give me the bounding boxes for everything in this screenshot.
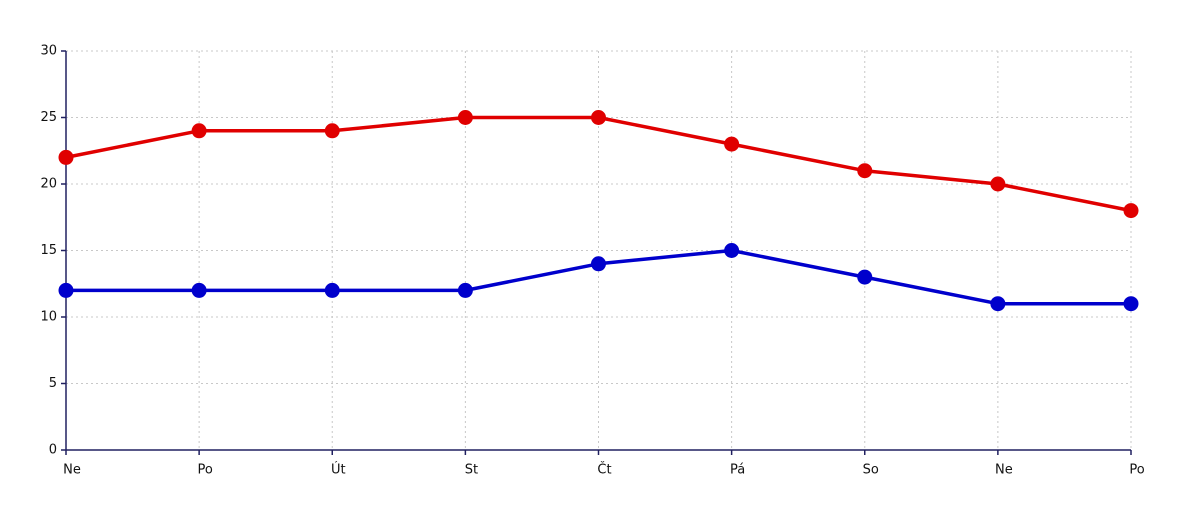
- point: [990, 296, 1006, 312]
- point: [1123, 203, 1139, 219]
- y-tick-label: 25: [40, 110, 57, 125]
- y-tick-label: 15: [40, 243, 57, 258]
- point: [857, 269, 873, 285]
- point: [724, 136, 740, 152]
- x-tick-label: St: [465, 463, 478, 478]
- point: [857, 163, 873, 179]
- point: [457, 110, 473, 125]
- x-tick-label: Ne: [63, 463, 81, 478]
- x-tick-label: Po: [1129, 463, 1144, 478]
- y-tick-label: 0: [49, 443, 57, 458]
- point: [191, 282, 207, 298]
- x-tick-label: Pá: [730, 463, 745, 478]
- point: [591, 256, 606, 272]
- point: [191, 123, 207, 139]
- point: [724, 243, 740, 258]
- point: [58, 149, 74, 165]
- x-tick-label: Čt: [597, 462, 611, 478]
- y-tick-label: 5: [49, 376, 57, 391]
- point: [58, 282, 74, 298]
- point: [1123, 296, 1139, 312]
- point: [591, 110, 606, 125]
- point: [324, 282, 340, 298]
- y-tick-label: 10: [40, 310, 57, 325]
- point: [990, 176, 1006, 192]
- x-tick-label: So: [863, 463, 879, 478]
- point: [324, 123, 340, 139]
- x-tick-label: Ne: [995, 463, 1013, 478]
- x-tick-label: Út: [331, 462, 346, 478]
- y-tick-label: 30: [40, 44, 57, 59]
- point: [457, 282, 473, 298]
- x-tick-label: Po: [197, 463, 212, 478]
- y-tick-label: 20: [40, 177, 57, 192]
